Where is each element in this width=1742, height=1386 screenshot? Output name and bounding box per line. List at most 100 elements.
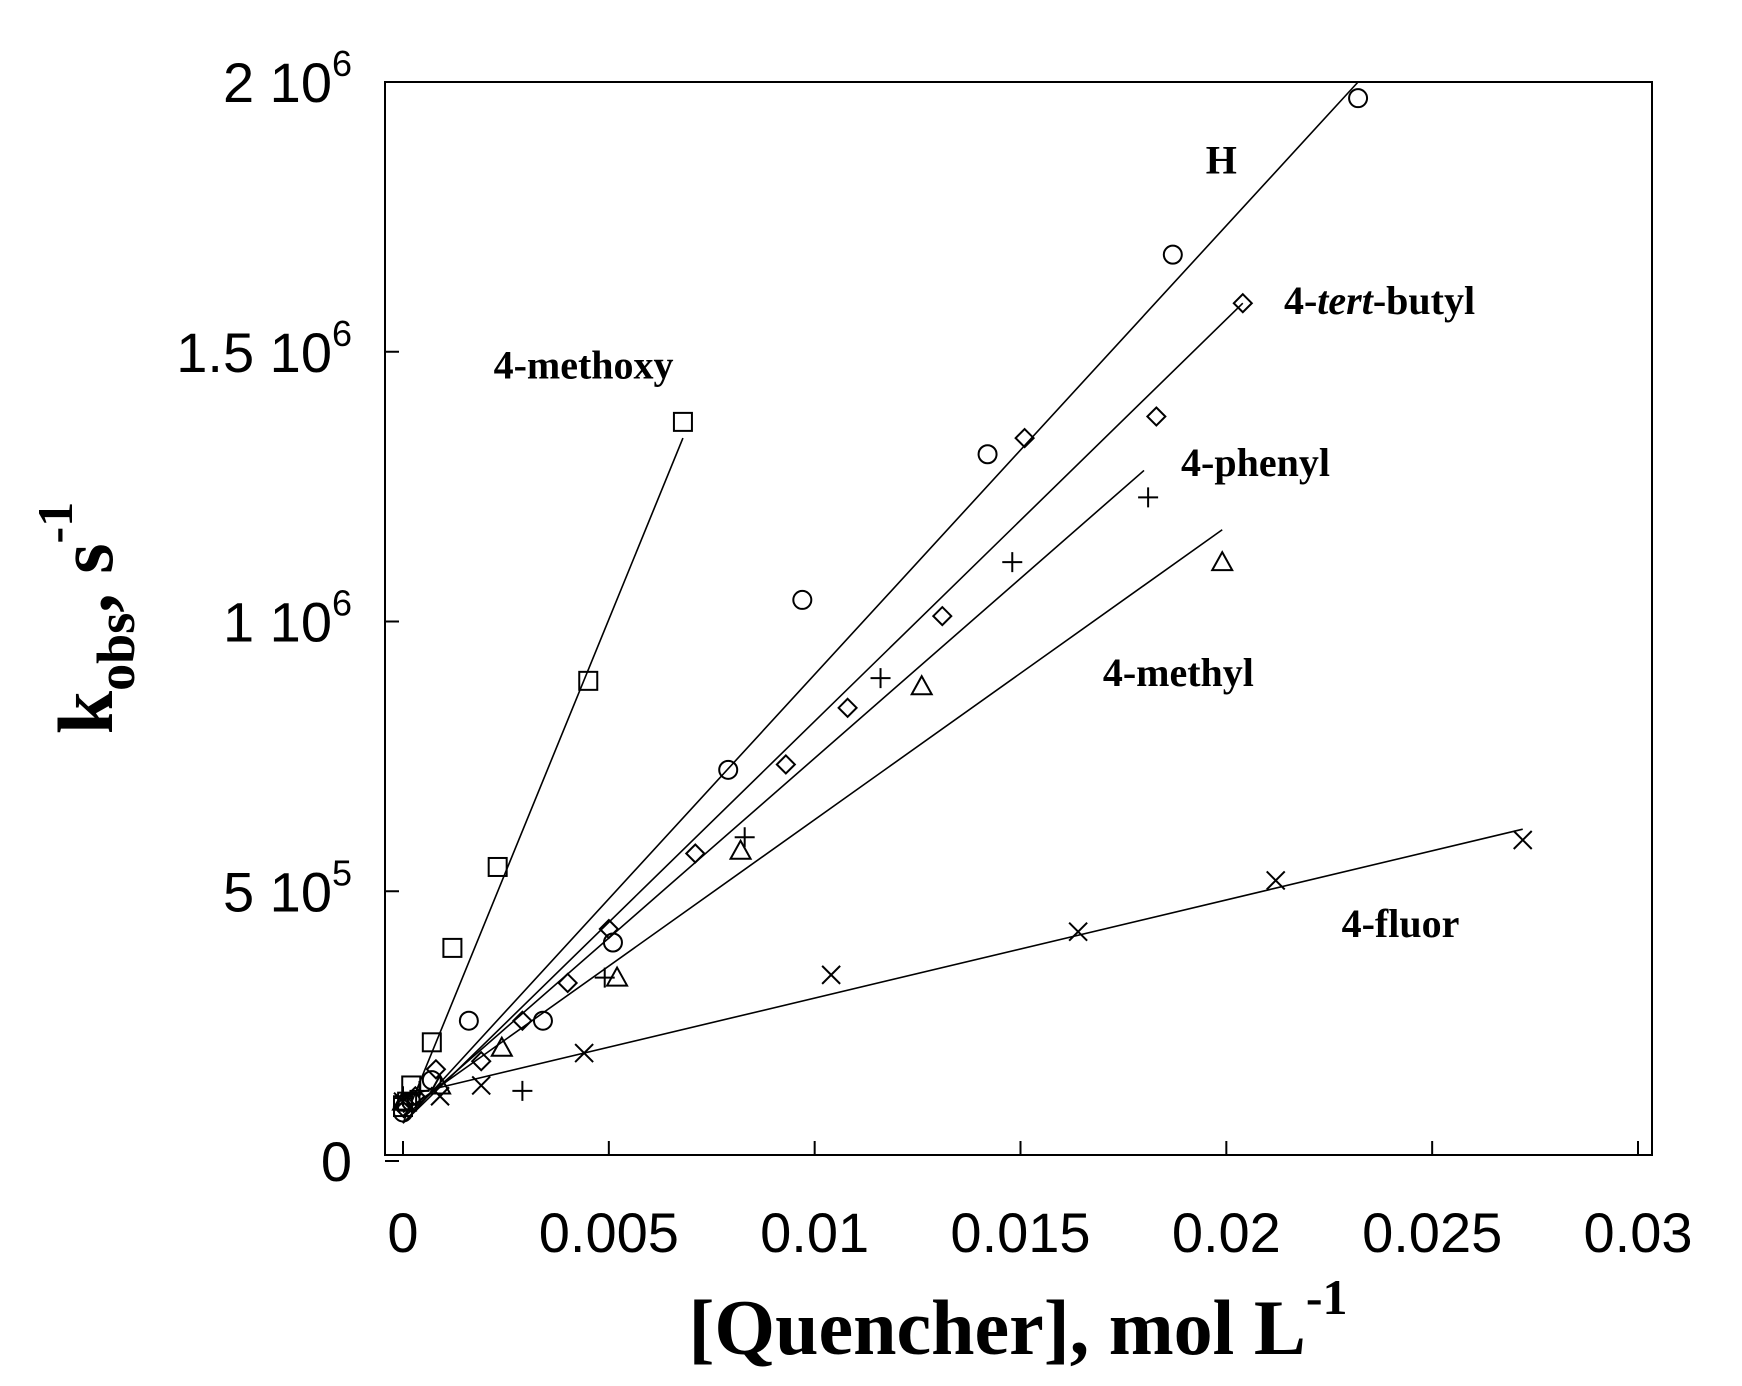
x-tick-label: 0.01 xyxy=(760,1201,869,1264)
marker-4-fluor-x xyxy=(1068,922,1088,942)
x-tick-label: 0 xyxy=(387,1201,418,1264)
series-label-part: 4-fluor xyxy=(1342,901,1460,946)
series-label-part: H xyxy=(1206,138,1237,183)
marker-4-phenyl-plus xyxy=(1138,487,1159,508)
x-tick-label: 0.015 xyxy=(950,1201,1090,1264)
y-tick-label: 1 106 xyxy=(223,583,352,654)
marker-4-fluor-x xyxy=(430,1086,450,1106)
marker-4-methyl-triangle xyxy=(428,1073,452,1095)
y-tick-exponent: 5 xyxy=(332,852,352,893)
marker-4-methoxy-square xyxy=(421,1032,442,1053)
marker-4-tert-butyl-diamond xyxy=(1145,406,1167,427)
series-labels: 4-methoxy H 4-tert-butyl 4-phenyl 4-methyl 4-… xyxy=(494,138,1476,946)
marker-h-circle xyxy=(1162,244,1183,265)
marker-4-methyl-triangle xyxy=(728,838,753,860)
marker-4-tert-butyl-diamond xyxy=(557,972,579,994)
y-tick-mantissa: 2 10 xyxy=(223,51,332,114)
y-tick-mantissa: 5 10 xyxy=(223,860,332,923)
y-tick-mantissa: 0 xyxy=(321,1130,352,1193)
marker-4-methoxy-square xyxy=(672,411,693,432)
marker-4-methyl-triangle xyxy=(605,965,629,987)
series-label-4-tert-butyl: 4-tert-butyl xyxy=(1284,278,1475,323)
y-tick-label: 0 xyxy=(321,1130,352,1193)
series-label-part: 4-methyl xyxy=(1103,650,1254,695)
data-markers xyxy=(391,88,1533,1123)
y-tick-exponent: 6 xyxy=(332,43,352,84)
marker-4-fluor-x xyxy=(574,1043,594,1063)
series-label-part: -butyl xyxy=(1373,278,1475,323)
marker-4-methoxy-square xyxy=(442,937,463,958)
fit-line-4-methyl xyxy=(402,529,1223,1114)
fit-lines xyxy=(402,81,1523,1124)
x-tick-label: 0.005 xyxy=(539,1201,679,1264)
series-label-4-fluor: 4-fluor xyxy=(1342,901,1460,946)
x-tick-label: 0.03 xyxy=(1584,1201,1693,1264)
marker-4-tert-butyl-diamond xyxy=(425,1058,447,1080)
series-label-part: 4-methoxy xyxy=(494,343,674,388)
marker-4-fluor-x xyxy=(1513,830,1533,850)
y-axis-label-rest: , s xyxy=(42,543,129,612)
marker-4-methyl-triangle xyxy=(391,1089,415,1111)
marker-h-circle xyxy=(1348,88,1369,109)
marker-4-tert-butyl-diamond xyxy=(598,918,620,940)
marker-4-methoxy-square xyxy=(487,856,508,877)
fit-line-4-methoxy xyxy=(402,437,684,1124)
marker-4-methoxy-square xyxy=(578,670,599,691)
series-label-4-methyl: 4-methyl xyxy=(1103,650,1254,695)
marker-4-tert-butyl-diamond xyxy=(470,1050,492,1072)
marker-4-fluor-x xyxy=(393,1091,413,1112)
y-axis-label-main: k xyxy=(42,690,129,734)
y-tick-label: 2 106 xyxy=(223,43,352,114)
y-axis-label-sup: -1 xyxy=(27,502,83,544)
marker-4-fluor-x xyxy=(1266,870,1286,891)
marker-h-circle xyxy=(458,1010,479,1031)
x-tick-label: 0.025 xyxy=(1362,1201,1502,1264)
x-axis-ticks: 0 0.005 0.01 0.015 0.02 0.025 0.03 xyxy=(387,1141,1693,1264)
marker-4-tert-butyl-diamond xyxy=(404,1085,426,1107)
marker-4-tert-butyl-diamond xyxy=(775,754,797,775)
series-label-part: 4- xyxy=(1284,278,1317,323)
marker-4-phenyl-plus xyxy=(1002,552,1023,573)
marker-h-circle xyxy=(718,759,739,780)
y-axis-label-sub: obs xyxy=(86,613,146,691)
x-axis-label-sup: -1 xyxy=(1306,1269,1348,1325)
marker-4-methyl-triangle xyxy=(1210,550,1234,572)
series-label-h: H xyxy=(1206,138,1237,183)
series-label-4-phenyl: 4-phenyl xyxy=(1181,440,1330,485)
marker-4-fluor-x xyxy=(471,1075,491,1096)
marker-4-phenyl-plus xyxy=(409,1080,430,1101)
y-tick-mantissa: 1 10 xyxy=(223,591,332,654)
marker-4-tert-butyl-diamond xyxy=(511,1010,533,1032)
marker-h-circle xyxy=(532,1010,553,1031)
x-tick-label: 0.02 xyxy=(1172,1201,1281,1264)
y-tick-mantissa: 1.5 10 xyxy=(176,321,332,384)
series-label-part: 4-phenyl xyxy=(1181,440,1330,485)
marker-h-circle xyxy=(792,589,813,610)
marker-4-methyl-triangle xyxy=(490,1035,514,1057)
marker-4-methyl-triangle xyxy=(910,674,934,696)
fit-line-h xyxy=(402,81,1359,1124)
plot-frame xyxy=(384,81,1653,1156)
y-tick-label: 5 105 xyxy=(223,852,352,923)
marker-4-fluor-x xyxy=(821,965,841,985)
y-tick-exponent: 6 xyxy=(332,313,352,354)
marker-4-tert-butyl-diamond xyxy=(931,605,953,627)
y-axis-label: kobs, s-1 xyxy=(27,502,146,734)
x-axis-label: [Quencher], mol L-1 xyxy=(688,1269,1347,1371)
y-tick-label: 1.5 106 xyxy=(176,313,352,384)
marker-4-phenyl-plus xyxy=(734,827,755,848)
marker-4-tert-butyl-diamond xyxy=(1014,427,1036,449)
fit-line-4-fluor xyxy=(402,828,1523,1098)
fit-line-4-phenyl xyxy=(402,469,1145,1119)
marker-4-tert-butyl-diamond xyxy=(1232,292,1254,314)
fit-line-4-tert-butyl xyxy=(402,302,1244,1124)
marker-h-circle xyxy=(977,444,998,465)
marker-4-phenyl-plus xyxy=(870,668,891,689)
marker-4-phenyl-plus xyxy=(512,1080,533,1101)
y-tick-exponent: 6 xyxy=(332,583,352,624)
series-label-part: tert xyxy=(1317,278,1374,323)
marker-4-tert-butyl-diamond xyxy=(837,697,859,719)
marker-4-tert-butyl-diamond xyxy=(684,843,706,864)
